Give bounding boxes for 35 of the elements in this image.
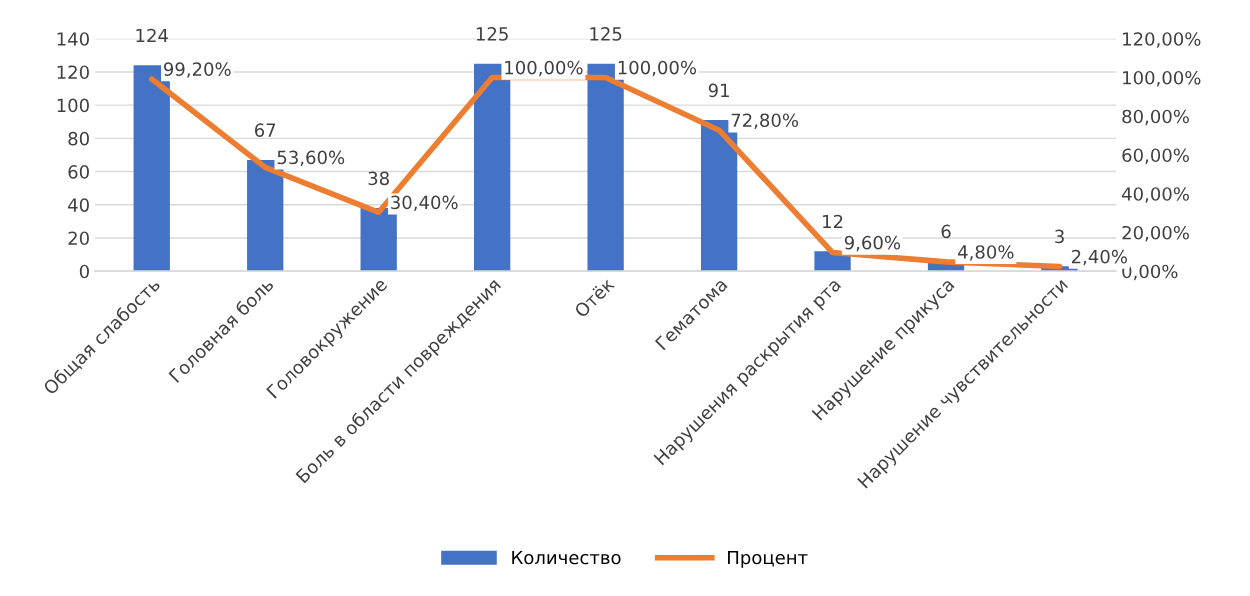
- y2-tick-label: 40,00%: [1121, 187, 1189, 203]
- y2-tick-label: 20,00%: [1122, 225, 1189, 242]
- y2-tick-label: 0,00%: [1122, 264, 1178, 281]
- data-label: 2,40%: [1071, 249, 1127, 266]
- y2-tick-label: 120,00%: [1123, 32, 1201, 48]
- data-label: 53,60%: [277, 150, 345, 167]
- data-label: 91: [708, 83, 729, 98]
- data-label: 4,80%: [958, 245, 1014, 261]
- y-tick-label: 100: [57, 98, 89, 113]
- data-label: 6: [941, 224, 951, 239]
- y2-tick-label: 100,00%: [1123, 70, 1201, 87]
- data-label: 125: [476, 27, 508, 41]
- y-tick-label: 60: [68, 165, 89, 179]
- data-label: 9,60%: [844, 235, 901, 252]
- legend-label: Процент: [728, 550, 808, 568]
- data-label: 99,20%: [163, 62, 231, 78]
- data-label: 3: [1055, 229, 1064, 244]
- data-label: 125: [590, 27, 622, 41]
- y-tick-label: 120: [57, 65, 89, 80]
- data-label: 100,00%: [505, 60, 583, 77]
- data-label: 72,80%: [731, 113, 799, 129]
- data-label: 12: [823, 214, 843, 229]
- data-label: 100,00%: [618, 60, 697, 77]
- y2-tick-label: 80,00%: [1122, 109, 1189, 126]
- data-label: 124: [136, 28, 168, 43]
- data-label: 38: [368, 171, 389, 186]
- legend-label: Количество: [512, 550, 621, 565]
- y-tick-label: 0: [79, 264, 89, 279]
- y-tick-label: 40: [68, 198, 89, 212]
- y-tick-label: 20: [68, 231, 89, 246]
- y-tick-label: 80: [68, 131, 89, 146]
- y-tick-label: 140: [57, 32, 89, 46]
- y2-tick-label: 60,00%: [1122, 148, 1189, 164]
- data-label: 67: [254, 123, 276, 137]
- data-label: 30,40%: [391, 195, 458, 212]
